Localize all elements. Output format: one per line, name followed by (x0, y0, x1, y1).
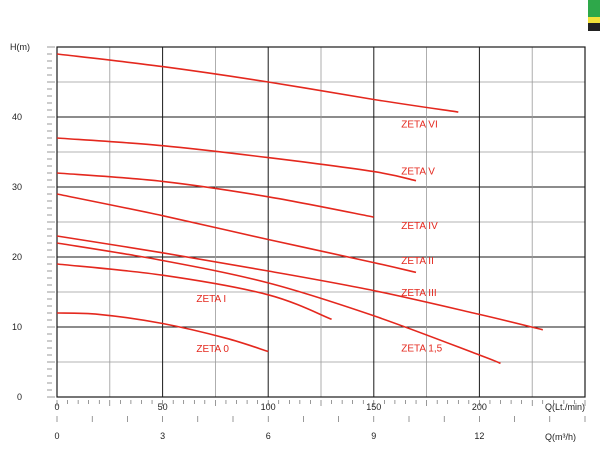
series-line-zeta-1-5 (56, 242, 501, 365)
x2-tick-label: 12 (474, 431, 484, 441)
x2-axis-ticks: 0 3 6 9 12 (54, 416, 586, 441)
x-tick-label: 150 (366, 402, 381, 412)
y-axis-ticks: 0 10 20 30 40 (12, 46, 55, 402)
x2-axis-label: Q(m³/h) (545, 432, 576, 442)
y-axis-label: H(m) (10, 42, 30, 52)
series-label-zeta-i: ZETA I (196, 294, 226, 305)
grid (56, 46, 586, 398)
series-label-zeta-1-5: ZETA 1,5 (401, 344, 442, 355)
series-line-zeta-iii (56, 235, 543, 331)
series-line-zeta-v (56, 137, 417, 182)
x-tick-label: 50 (158, 402, 168, 412)
series-label-zeta-iv: ZETA IV (401, 221, 438, 232)
series-label-zeta-vi: ZETA VI (401, 120, 438, 131)
x-tick-label: 100 (261, 402, 276, 412)
x2-tick-label: 0 (54, 431, 59, 441)
series-line-zeta-vi (56, 53, 459, 113)
series-line-zeta-ii (56, 193, 417, 274)
x-axis-label: Q(Lt./min) (545, 402, 585, 412)
y-tick-label: 40 (12, 112, 22, 122)
x-tick-label: 200 (472, 402, 487, 412)
series-labels: ZETA VI ZETA V ZETA IV ZETA II ZETA III ZETA … (196, 120, 442, 356)
badge-dark (588, 23, 600, 31)
y-tick-label: 20 (12, 252, 22, 262)
y-tick-label: 30 (12, 182, 22, 192)
series-line-zeta-iv (56, 172, 374, 218)
x2-tick-label: 6 (266, 431, 271, 441)
badge-green (588, 0, 600, 17)
series-label-zeta-iii: ZETA III (401, 288, 436, 299)
x-tick-label: 0 (54, 402, 59, 412)
series-label-zeta-0: ZETA 0 (196, 344, 229, 355)
series-label-zeta-v: ZETA V (401, 166, 435, 177)
badge-yellow (588, 17, 600, 23)
x-axis-ticks: 0 50 100 150 200 (54, 400, 586, 412)
y-tick-label: 10 (12, 322, 22, 332)
corner-badge (588, 0, 600, 31)
series-lines (56, 53, 543, 365)
x2-tick-label: 3 (160, 431, 165, 441)
series-line-zeta-0 (56, 312, 269, 353)
x2-tick-label: 9 (371, 431, 376, 441)
y-tick-label: 0 (17, 392, 22, 402)
series-line-zeta-i (56, 263, 332, 321)
series-label-zeta-ii: ZETA II (401, 256, 434, 267)
plot-frame (56, 46, 586, 398)
